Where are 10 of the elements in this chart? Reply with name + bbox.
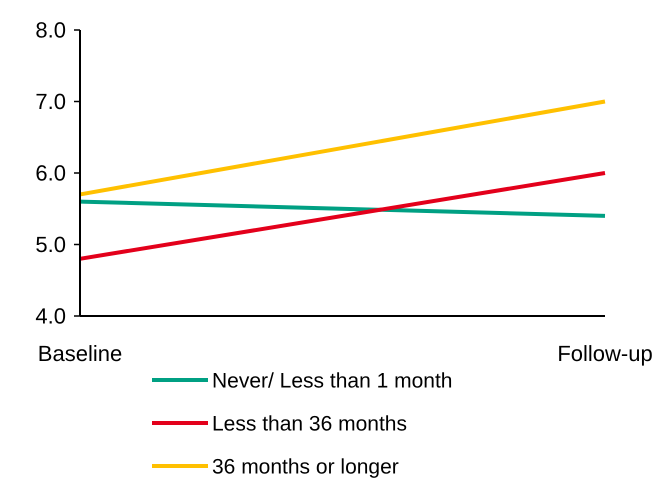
legend-label: Never/ Less than 1 month bbox=[212, 369, 452, 392]
legend-label: Less than 36 months bbox=[212, 412, 407, 436]
y-tick-label: 7.0 bbox=[35, 89, 66, 114]
x-tick-label: Baseline bbox=[38, 341, 122, 366]
legend-label: 36 months or longer bbox=[212, 455, 399, 478]
x-tick-label: Follow-up bbox=[557, 341, 653, 366]
y-tick-label: 6.0 bbox=[35, 160, 66, 186]
y-tick-label: 4.0 bbox=[35, 304, 66, 329]
y-tick-label: 5.0 bbox=[35, 232, 66, 258]
y-tick-label: 8.0 bbox=[35, 18, 66, 43]
